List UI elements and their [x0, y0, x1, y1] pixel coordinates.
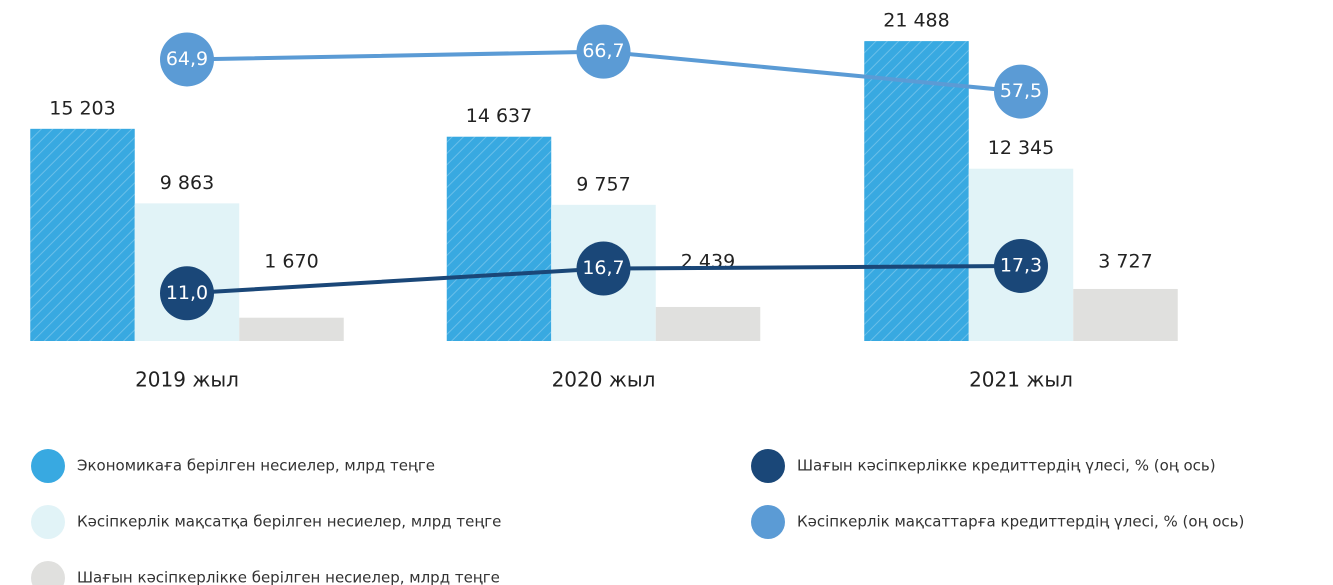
line-value-label: 17,3 — [1000, 254, 1042, 276]
bar-hatch — [446, 136, 552, 341]
x-tick-label: 2020 жыл — [552, 368, 656, 392]
bar-value-label: 15 203 — [49, 97, 115, 119]
legend-swatch — [31, 505, 65, 539]
bar-value-label: 21 488 — [883, 10, 949, 32]
bar-value-label: 3 727 — [1098, 251, 1152, 273]
line-marker — [576, 241, 631, 296]
bar-value-label: 14 637 — [466, 105, 532, 127]
bar-value-label: 1 670 — [264, 251, 318, 273]
x-tick-label: 2019 жыл — [135, 368, 239, 392]
bar — [239, 317, 344, 341]
x-tick-label: 2021 жыл — [969, 368, 1073, 392]
legend-swatch — [751, 449, 785, 483]
line-marker — [160, 32, 214, 87]
bar-value-label: 9 863 — [160, 172, 214, 194]
line-value-label: 11,0 — [166, 282, 208, 304]
legend-label: Кәсіпкерлік мақсатқа берілген несиелер, … — [77, 513, 501, 531]
legend-swatch — [751, 505, 785, 539]
bar — [1073, 288, 1178, 341]
legend-label: Шағын кәсіпкерлікке кредиттердің үлесі, … — [797, 457, 1216, 475]
bar-value-label: 12 345 — [988, 137, 1054, 159]
bar — [655, 306, 761, 341]
legend-swatch — [31, 561, 65, 585]
bar-value-label: 9 757 — [576, 173, 630, 195]
line-value-label: 57,5 — [1000, 80, 1042, 102]
bar-hatch — [30, 128, 135, 341]
line-value-label: 64,9 — [166, 48, 208, 70]
line-marker — [576, 24, 631, 79]
line-marker — [994, 64, 1048, 119]
line-marker — [160, 266, 214, 321]
legend-label: Кәсіпкерлік мақсаттарға кредиттердің үле… — [797, 513, 1244, 531]
line-value-label: 16,7 — [582, 257, 624, 279]
legend-label: Экономикаға берілген несиелер, млрд теңг… — [77, 457, 435, 475]
line-value-label: 66,7 — [582, 40, 624, 62]
bar-hatch — [864, 41, 969, 341]
legend-label: Шағын кәсіпкерлікке берілген несиелер, м… — [77, 569, 500, 585]
line-marker — [994, 238, 1048, 293]
legend-swatch — [31, 449, 65, 483]
